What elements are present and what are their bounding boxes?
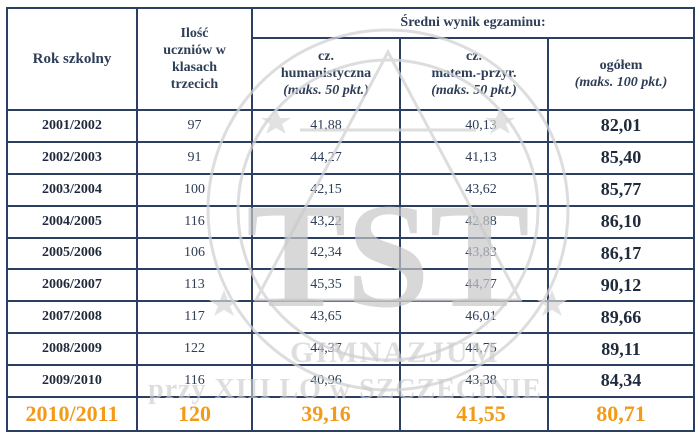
table-row: 2010/2011 120 39,16 41,55 80,71: [6, 395, 696, 433]
header-math-max: (maks. 50 pkt.): [431, 83, 517, 99]
cell-math-science: 44,75: [399, 332, 549, 367]
table-row: 2001/2002 97 41,88 40,13 82,01: [6, 109, 696, 143]
cell-total: 86,10: [546, 204, 696, 239]
table-row: 2006/2007 113 45,35 44,77 90,12: [6, 268, 696, 303]
cell-student-count: 117: [136, 300, 253, 335]
cell-total: 84,34: [546, 364, 696, 398]
header-student-count: Ilość uczniów w klasach trzecich: [136, 6, 253, 112]
header-count-line: uczniów w: [163, 43, 226, 58]
header-total-label: ogółem: [599, 57, 643, 73]
cell-humanities: 39,16: [251, 395, 401, 433]
cell-student-count: 122: [136, 332, 253, 367]
table-row: 2002/2003 91 44,27 41,13 85,40: [6, 140, 696, 175]
cell-humanities: 45,35: [251, 268, 401, 303]
table-row: 2008/2009 122 44,37 44,75 89,11: [6, 332, 696, 367]
cell-year: 2007/2008: [6, 300, 138, 335]
exam-results-table: Rok szkolny Ilość uczniów w klasach trze…: [6, 6, 696, 433]
cell-student-count: 113: [136, 268, 253, 303]
header-humanities: cz. humanistyczna (maks. 50 pkt.): [251, 36, 401, 112]
cell-total: 89,66: [546, 300, 696, 335]
table-row: 2005/2006 106 42,34 43,83 86,17: [6, 236, 696, 271]
cell-student-count: 116: [136, 204, 253, 239]
cell-total: 89,11: [546, 332, 696, 367]
cell-student-count: 106: [136, 236, 253, 271]
cell-year: 2008/2009: [6, 332, 138, 367]
cell-year: 2001/2002: [6, 109, 138, 143]
cell-year: 2003/2004: [6, 172, 138, 207]
cell-math-science: 44,77: [399, 268, 549, 303]
table-row: 2004/2005 116 43,22 42,88 86,10: [6, 204, 696, 239]
cell-humanities: 42,15: [251, 172, 401, 207]
cell-year: 2002/2003: [6, 140, 138, 175]
cell-humanities: 41,88: [251, 109, 401, 143]
header-humanities-line: cz.: [318, 49, 334, 65]
header-count-line: Ilość: [180, 26, 209, 41]
cell-math-science: 41,13: [399, 140, 549, 175]
cell-year: 2004/2005: [6, 204, 138, 239]
cell-humanities: 40,96: [251, 364, 401, 398]
cell-total: 80,71: [546, 395, 696, 433]
cell-total: 86,17: [546, 236, 696, 271]
cell-humanities: 43,22: [251, 204, 401, 239]
header-humanities-line: humanistyczna: [280, 66, 372, 82]
cell-humanities: 44,27: [251, 140, 401, 175]
header-humanities-max: (maks. 50 pkt.): [283, 83, 369, 99]
cell-total: 90,12: [546, 268, 696, 303]
cell-total: 85,40: [546, 140, 696, 175]
header-year: Rok szkolny: [6, 6, 138, 112]
cell-student-count: 120: [136, 395, 253, 433]
header-total: ogółem (maks. 100 pkt.): [546, 36, 696, 112]
cell-student-count: 100: [136, 172, 253, 207]
cell-total: 82,01: [546, 109, 696, 143]
header-total-max: (maks. 100 pkt.): [574, 74, 668, 90]
cell-humanities: 42,34: [251, 236, 401, 271]
cell-year: 2005/2006: [6, 236, 138, 271]
cell-student-count: 91: [136, 140, 253, 175]
cell-student-count: 97: [136, 109, 253, 143]
table-row: 2007/2008 117 43,65 46,01 89,66: [6, 300, 696, 335]
header-math-line: cz.: [466, 49, 482, 65]
table-row: 2003/2004 100 42,15 43,62 85,77: [6, 172, 696, 207]
cell-math-science: 42,88: [399, 204, 549, 239]
cell-total: 85,77: [546, 172, 696, 207]
cell-student-count: 116: [136, 364, 253, 398]
cell-humanities: 44,37: [251, 332, 401, 367]
cell-year: 2010/2011: [6, 395, 138, 433]
cell-year: 2006/2007: [6, 268, 138, 303]
cell-math-science: 43,62: [399, 172, 549, 207]
cell-math-science: 46,01: [399, 300, 549, 335]
table-row: 2009/2010 116 40,96 43,38 84,34: [6, 364, 696, 398]
header-count-line: trzecich: [170, 77, 219, 92]
header-count-line: klasach: [171, 60, 218, 75]
cell-math-science: 40,13: [399, 109, 549, 143]
cell-math-science: 41,55: [399, 395, 549, 433]
header-math-line: matem.-przyr.: [431, 66, 517, 82]
header-average-group: Średni wynik egzaminu:: [250, 7, 696, 39]
header-math-science: cz. matem.-przyr. (maks. 50 pkt.): [399, 36, 549, 112]
cell-math-science: 43,83: [399, 236, 549, 271]
cell-math-science: 43,38: [399, 364, 549, 398]
cell-humanities: 43,65: [251, 300, 401, 335]
table-body: 2001/2002 97 41,88 40,13 82,01 2002/2003 91 44,…: [6, 109, 696, 433]
cell-year: 2009/2010: [6, 364, 138, 398]
